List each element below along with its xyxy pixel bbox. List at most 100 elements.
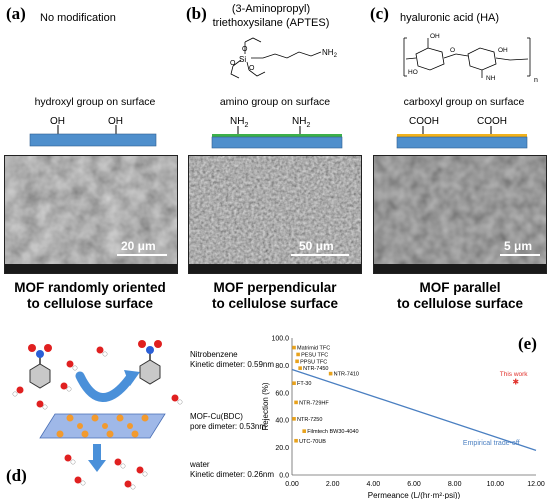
data-point-label: Filmtech BW30-4040 bbox=[307, 429, 358, 435]
nitrobenzene-dimension: Kinetic dimeter: 0.59nm bbox=[190, 360, 275, 369]
panel-c-surface-label: carboxyl group on surface bbox=[403, 96, 525, 108]
data-point-label: NTR-7410 bbox=[334, 372, 359, 378]
this-work-point: ✱ bbox=[512, 377, 519, 386]
panel-b-title-1: (3-Aminopropyl) bbox=[231, 3, 311, 15]
ha-coating bbox=[397, 134, 527, 137]
data-point bbox=[328, 371, 333, 376]
mof-plate bbox=[39, 413, 166, 439]
panel-a-title: No modification bbox=[40, 12, 116, 24]
panel-c-label: (c) bbox=[370, 4, 389, 23]
cooh-group-2: COOH bbox=[477, 116, 507, 127]
data-point-label: NTR-7250 bbox=[297, 417, 322, 423]
y-axis-label: Rejection (%) bbox=[262, 382, 270, 430]
carboxyl-surface-schematic: COOH COOH bbox=[396, 116, 528, 149]
mof-title: MOF-Cu(BDC) bbox=[190, 412, 243, 421]
data-point-label: NTR-729HF bbox=[299, 400, 329, 406]
sem-image-a: 20 μm bbox=[4, 155, 178, 274]
x-tick-label: 0.00 bbox=[285, 481, 299, 488]
y-tick-label: 80.0 bbox=[275, 363, 289, 370]
svg-text:O: O bbox=[242, 46, 248, 53]
data-point bbox=[292, 381, 296, 386]
svg-text:O: O bbox=[450, 47, 455, 54]
data-point bbox=[298, 366, 302, 370]
hydroxyl-surface-schematic: OH OH bbox=[29, 116, 157, 147]
trend-line bbox=[291, 368, 537, 451]
data-point bbox=[295, 359, 299, 364]
nh2-terminal: NH2 bbox=[322, 48, 338, 59]
panel-b-surface-label: amino group on surface bbox=[219, 96, 331, 108]
aptes-coating bbox=[212, 134, 342, 137]
svg-text:HO: HO bbox=[408, 69, 418, 76]
panel-b-label: (b) bbox=[186, 4, 207, 23]
panel-a-label: (a) bbox=[6, 4, 26, 23]
this-work-label: This work bbox=[500, 371, 529, 378]
cellulose-substrate bbox=[29, 133, 157, 147]
cellulose-substrate-b bbox=[211, 136, 343, 149]
panel-e-label: (e) bbox=[518, 334, 537, 353]
water-molecules-bottom bbox=[64, 454, 148, 490]
permeation-arrow bbox=[93, 444, 101, 460]
caption-a-line2: to cellulose surface bbox=[26, 296, 154, 311]
svg-text:n: n bbox=[534, 77, 538, 84]
x-tick-label: 8.00 bbox=[448, 481, 462, 488]
svg-text:OH: OH bbox=[498, 47, 508, 54]
trend-line-label: Empirical trade-off bbox=[463, 440, 520, 447]
water-title: water bbox=[190, 460, 210, 469]
cellulose-substrate-c bbox=[396, 136, 528, 149]
hyaluronic-acid-molecule: n OH HO O OH NH bbox=[403, 33, 538, 84]
data-point-label: Matrimid TFC bbox=[297, 346, 330, 352]
y-tick-label: 40.0 bbox=[275, 418, 289, 425]
caption-a-line1: MOF randomly oriented bbox=[14, 280, 166, 295]
nitrobenzene-molecule-right bbox=[138, 340, 162, 385]
water-dimension: Kinetic dimeter: 0.26nm bbox=[190, 470, 275, 479]
sem-image-c: 5 μm bbox=[373, 155, 547, 274]
caption-b: MOF perpendicular to cellulose surface bbox=[185, 280, 365, 312]
x-tick-label: 4.00 bbox=[367, 481, 381, 488]
reflection-arrow bbox=[75, 371, 135, 402]
data-point bbox=[294, 438, 298, 443]
panel-b-title-2: triethoxysilane (APTES) bbox=[212, 17, 330, 29]
data-point bbox=[294, 400, 298, 405]
caption-a: MOF randomly oriented to cellulose surfa… bbox=[0, 280, 180, 312]
caption-b-line2: to cellulose surface bbox=[211, 296, 339, 311]
svg-text:NH: NH bbox=[486, 75, 496, 82]
scale-bar-c: 5 μm bbox=[504, 239, 533, 253]
x-axis-label: Permeance (L/(hr·m²·psi)) bbox=[368, 491, 461, 499]
data-point-label: PPSU TFC bbox=[300, 359, 327, 365]
aptes-molecule: Si O O O NH2 bbox=[230, 37, 338, 79]
caption-c: MOF parallel to cellulose surface bbox=[370, 280, 550, 312]
panel-d-schematic bbox=[12, 340, 183, 490]
mof-pore-dimension: pore dimeter: 0.53nm bbox=[190, 422, 267, 431]
nitrobenzene-title: Nitrobenzene bbox=[190, 350, 238, 359]
y-tick-label: 60.0 bbox=[275, 390, 289, 397]
panel-a-surface-label: hydroxyl group on surface bbox=[34, 96, 156, 108]
panel-c-title: hyaluronic acid (HA) bbox=[400, 12, 500, 24]
water-molecules-top bbox=[12, 346, 183, 410]
oh-group-2: OH bbox=[108, 116, 123, 127]
data-point-label: PESU TFC bbox=[301, 352, 328, 358]
y-tick-label: 20.0 bbox=[275, 445, 289, 452]
data-point-label: NTR-7450 bbox=[303, 366, 328, 372]
nh2-group-1: NH2 bbox=[230, 116, 248, 129]
amino-surface-schematic: NH2 NH2 bbox=[211, 116, 343, 149]
scale-bar-b: 50 μm bbox=[299, 239, 334, 253]
data-point bbox=[292, 417, 296, 421]
si-atom: Si bbox=[239, 55, 246, 64]
x-tick-label: 10.00 bbox=[487, 481, 505, 488]
nh2-group-2: NH2 bbox=[292, 116, 310, 129]
y-tick-label: 100.0 bbox=[271, 336, 289, 343]
caption-b-line1: MOF perpendicular bbox=[213, 280, 337, 295]
x-tick-label: 6.00 bbox=[407, 481, 421, 488]
caption-c-line1: MOF parallel bbox=[419, 280, 501, 295]
data-point-label: FT-30 bbox=[297, 381, 311, 387]
data-point-label: UTC-70UB bbox=[299, 439, 326, 445]
x-tick-label: 2.00 bbox=[326, 481, 340, 488]
data-point bbox=[302, 429, 306, 433]
sem-image-b: 50 μm bbox=[188, 155, 362, 274]
data-point bbox=[296, 352, 300, 357]
x-tick-label: 12.00 bbox=[527, 481, 545, 488]
nitrobenzene-molecule-left bbox=[28, 344, 52, 389]
data-point bbox=[292, 345, 296, 350]
y-tick-label: 0.0 bbox=[279, 473, 289, 480]
permeance-rejection-chart: 0.00 2.00 4.00 6.00 8.00 10.00 12.00 0.0 20.0 40.… bbox=[262, 336, 545, 499]
